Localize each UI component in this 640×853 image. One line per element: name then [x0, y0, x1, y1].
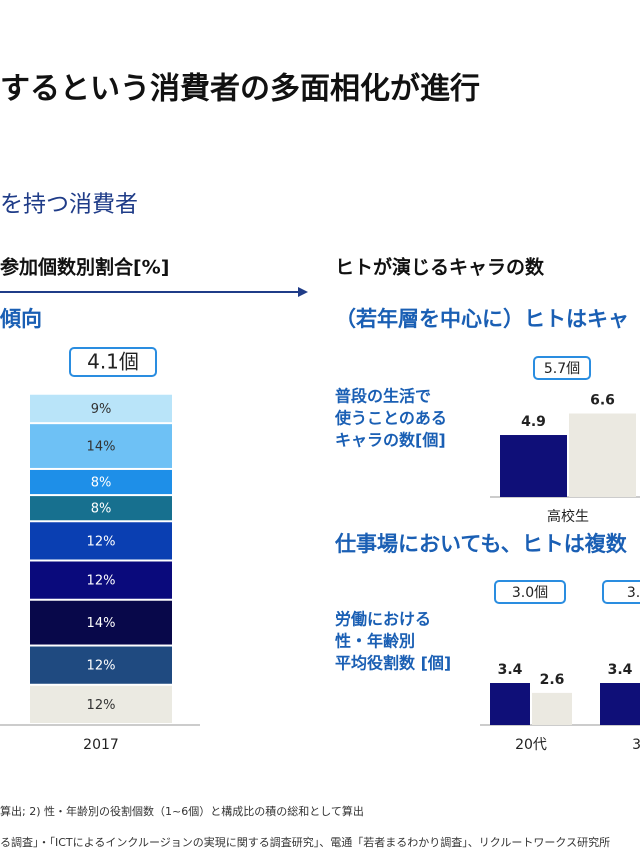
y-label: 平均役割数 [個] — [335, 654, 451, 673]
x-tick-label: 30 — [632, 737, 640, 753]
bar-segment — [30, 469, 172, 495]
right-heading: ヒトが演じるキャラの数 — [335, 256, 545, 279]
title: するという消費者の多面相化が進行 — [0, 72, 480, 107]
callout-box — [69, 347, 157, 377]
bar-segment — [30, 522, 172, 560]
subtitle: を持つ消費者 — [0, 192, 138, 218]
right-finding: （若年層を中心に）ヒトはキャ — [335, 307, 629, 331]
value-label: 3.4 — [608, 662, 633, 678]
y-label: キャラの数[個] — [335, 431, 446, 450]
bar — [532, 692, 572, 725]
bar-segment — [30, 561, 172, 599]
bar-segment — [30, 600, 172, 645]
bar-segment — [30, 424, 172, 468]
arrow-head — [298, 287, 308, 297]
callout: 4.1個 — [87, 350, 139, 374]
x-tick-label: 2017 — [83, 737, 119, 753]
bar-segment — [30, 646, 172, 684]
bar — [569, 413, 636, 497]
callout: 3.0個 — [512, 585, 548, 601]
value-label: 14% — [87, 440, 116, 455]
value-label: 12% — [87, 534, 116, 549]
value-label: 6.6 — [590, 393, 615, 409]
value-label: 3.4 — [498, 662, 523, 678]
x-tick-label: 20代 — [515, 737, 547, 753]
right-finding: 仕事場においても、ヒトは複数 — [334, 532, 628, 556]
value-label: 4.9 — [521, 414, 546, 430]
value-label: 14% — [87, 616, 116, 631]
left-finding: 傾向 — [0, 307, 42, 331]
bar-segment — [30, 685, 172, 723]
bar — [600, 683, 640, 725]
value-label: 8% — [91, 476, 112, 491]
footnote: 算出; 2) 性・年齢別の役割個数（1~6個）と構成比の積の総和として算出 — [0, 804, 364, 818]
bar-segment — [30, 496, 172, 521]
y-label: 普段の生活で — [335, 387, 431, 406]
y-label: 使うことのある — [334, 409, 447, 428]
value-label: 12% — [87, 574, 116, 589]
callout-box — [602, 580, 640, 604]
bar-segment — [30, 394, 172, 423]
value-label: 12% — [87, 659, 116, 674]
footnote: る調査」・「ICTによるインクルージョンの実現に関する調査研究」、電通「若者まる… — [0, 835, 610, 849]
value-label: 12% — [87, 698, 116, 713]
value-label: 8% — [91, 502, 112, 517]
callout-box — [494, 580, 566, 604]
callout-box — [533, 356, 591, 380]
callout: 3.1 — [627, 585, 640, 601]
value-label: 9% — [91, 402, 112, 417]
bar — [490, 683, 530, 725]
y-label: 性・年齢別 — [335, 632, 415, 651]
y-label: 労働における — [335, 610, 431, 629]
bar — [500, 435, 567, 497]
left-heading: 参加個数別割合[%] — [0, 256, 169, 279]
callout: 5.7個 — [544, 361, 580, 377]
value-label: 2.6 — [540, 672, 565, 688]
x-tick-label: 高校生 — [547, 508, 589, 525]
